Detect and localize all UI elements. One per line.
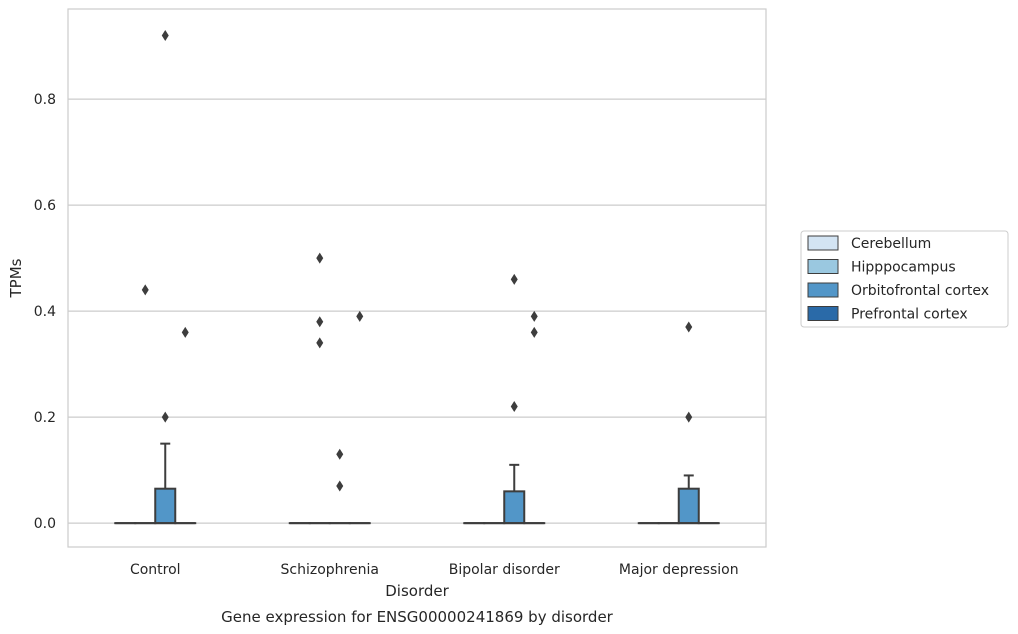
y-tick-label: 0.8 <box>34 92 56 108</box>
outlier-marker <box>530 310 538 322</box>
outlier-marker <box>161 411 169 423</box>
outlier-marker <box>316 337 324 349</box>
x-tick-labels: Control Schizophrenia Bipolar disorder Majo… <box>130 562 739 578</box>
legend-label: Hipppocampus <box>851 260 956 276</box>
legend-label: Cerebellum <box>851 236 931 252</box>
box-series <box>114 442 720 525</box>
y-tick-label: 0.0 <box>34 516 56 532</box>
x-axis-label: Disorder <box>385 582 449 600</box>
x-tick-label: Control <box>130 562 181 578</box>
legend-swatch <box>807 259 839 274</box>
legend-label: Prefrontal cortex <box>851 307 968 323</box>
outlier-marker <box>161 30 169 42</box>
y-axis-label: TPMs <box>7 258 25 298</box>
outlier-marker <box>685 321 693 333</box>
outlier-marker <box>356 310 364 322</box>
gridlines <box>68 98 766 524</box>
box-body <box>154 487 177 525</box>
y-tick-label: 0.2 <box>34 410 56 426</box>
y-tick-labels: 0.0 0.2 0.4 0.6 0.8 <box>34 92 56 532</box>
outlier-marker <box>510 273 518 285</box>
chart-title: Gene expression for ENSG00000241869 by d… <box>221 608 614 626</box>
plot-area-frame <box>67 8 767 548</box>
outlier-marker <box>336 480 344 492</box>
x-tick-label: Schizophrenia <box>281 562 379 578</box>
outlier-points <box>141 30 693 492</box>
outlier-marker <box>181 326 189 338</box>
box-body <box>503 490 526 525</box>
box-orbitofrontal-cortex <box>503 463 526 525</box>
x-tick-label: Major depression <box>619 562 739 578</box>
outlier-marker <box>685 411 693 423</box>
outlier-marker <box>316 316 324 328</box>
legend-label: Orbitofrontal cortex <box>851 283 989 299</box>
box-body <box>677 487 700 525</box>
y-tick-label: 0.4 <box>34 304 56 320</box>
x-tick-label: Bipolar disorder <box>449 562 560 578</box>
legend-swatch <box>807 235 839 251</box>
outlier-marker <box>141 284 149 296</box>
outlier-marker <box>530 326 538 338</box>
legend-frame <box>800 230 1009 328</box>
legend-swatch <box>807 282 839 298</box>
box-orbitofrontal-cortex <box>677 474 700 525</box>
legend: Cerebellum Hipppocampus Orbitofrontal cort… <box>800 230 1009 328</box>
y-tick-label: 0.6 <box>34 198 56 214</box>
outlier-marker <box>510 401 518 413</box>
legend-swatch <box>807 306 839 321</box>
box-orbitofrontal-cortex <box>154 442 177 525</box>
outlier-marker <box>336 448 344 460</box>
outlier-marker <box>316 252 324 264</box>
